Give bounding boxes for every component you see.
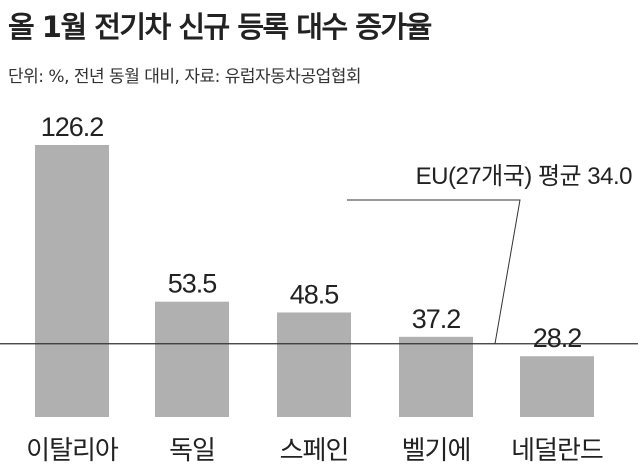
value-label-4: 37.2 <box>412 304 461 334</box>
category-label-2: 독일 <box>169 436 215 466</box>
value-label-2: 53.5 <box>168 269 217 299</box>
value-label-5: 28.2 <box>533 323 582 353</box>
bars-group <box>35 145 594 417</box>
bar-4 <box>399 336 473 417</box>
bar-2 <box>155 301 229 417</box>
value-label-1: 126.2 <box>41 112 104 142</box>
value-label-3: 48.5 <box>290 279 339 309</box>
average-callout-leader <box>347 199 521 344</box>
bar-1 <box>35 145 109 417</box>
bar-3 <box>277 312 351 417</box>
average-label: EU(27개국) 평균 34.0 <box>416 163 633 190</box>
category-label-1: 이탈리아 <box>26 436 119 466</box>
chart-subtitle: 단위: %, 전년 동월 대비, 자료: 유럽자동차공업협회 <box>8 67 362 87</box>
bar-5 <box>520 356 594 417</box>
category-label-5: 네덜란드 <box>511 436 603 466</box>
labels-group: 126.2 이탈리아 53.5 독일 48.5 스페인 37.2 벨기에 28.2 네덜란드 <box>26 112 604 466</box>
category-label-4: 벨기에 <box>402 436 471 466</box>
category-label-3: 스페인 <box>280 436 349 466</box>
chart-title: 올 1월 전기차 신규 등록 대수 증가율 <box>8 10 432 44</box>
